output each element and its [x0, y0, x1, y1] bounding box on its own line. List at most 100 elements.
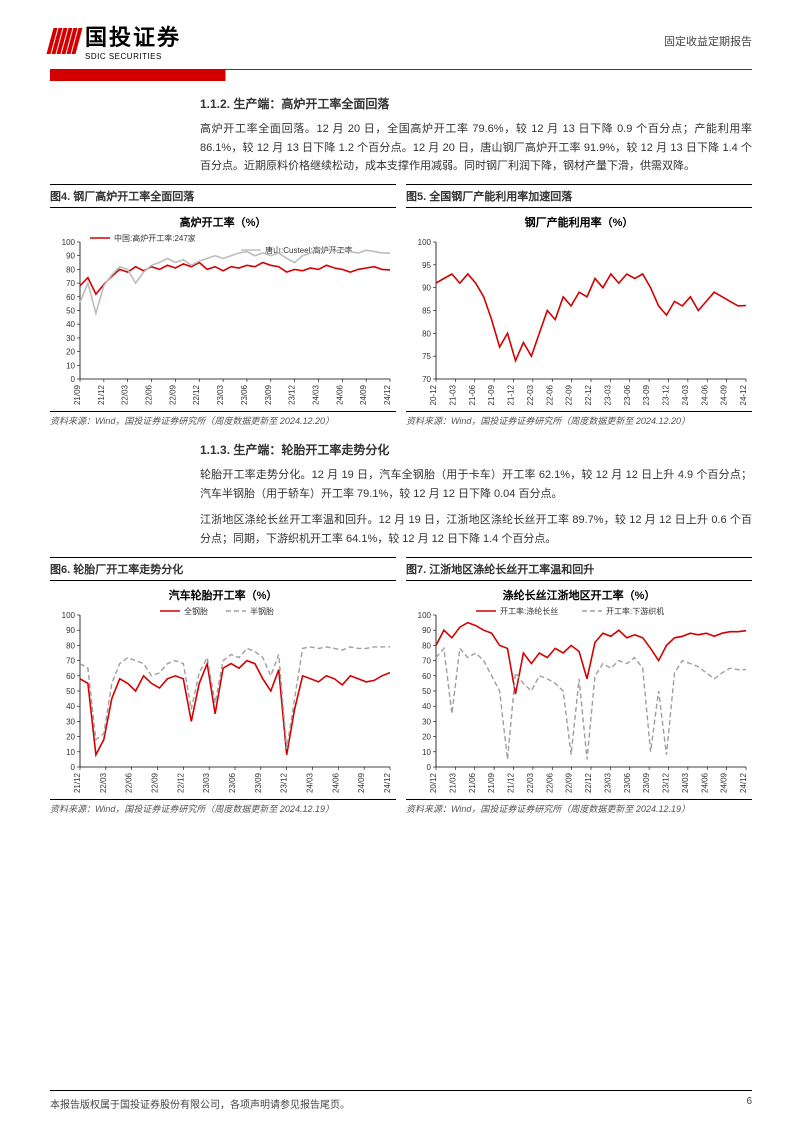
svg-text:21-09: 21-09	[487, 385, 496, 406]
svg-text:100: 100	[418, 238, 432, 247]
section-113-para2: 江浙地区涤纶长丝开工率温和回升。12 月 19 日，江浙地区涤纶长丝开工率 89…	[200, 511, 752, 548]
company-logo: 国投证券 SDIC SECURITIES	[50, 20, 181, 61]
logo-stripes-icon	[47, 28, 83, 54]
svg-text:24/06: 24/06	[331, 772, 340, 793]
svg-text:23/09: 23/09	[254, 772, 263, 793]
svg-text:全钢胎: 全钢胎	[184, 606, 208, 616]
svg-text:90: 90	[422, 284, 431, 293]
svg-text:80: 80	[422, 641, 431, 650]
svg-text:70: 70	[66, 279, 75, 288]
svg-text:22-12: 22-12	[584, 385, 593, 406]
fig4-block: 图4. 钢厂高炉开工率全面回落 高炉开工率（%）中国:高炉开工率:247家唐山:…	[50, 184, 396, 427]
svg-text:22/03: 22/03	[121, 385, 130, 406]
svg-text:24-03: 24-03	[681, 385, 690, 406]
fig6-source: 资料来源：Wind，国投证券证券研究所（周度数据更新至 2024.12.19）	[50, 800, 396, 815]
svg-text:22/12: 22/12	[584, 772, 593, 793]
svg-text:30: 30	[422, 717, 431, 726]
svg-text:钢厂产能利用率（%）: 钢厂产能利用率（%）	[525, 215, 634, 229]
svg-text:中国:高炉开工率:247家: 中国:高炉开工率:247家	[114, 233, 196, 243]
svg-text:高炉开工率（%）: 高炉开工率（%）	[180, 215, 267, 229]
svg-text:22/09: 22/09	[168, 385, 177, 406]
svg-text:100: 100	[62, 238, 76, 247]
fig4-source: 资料来源：Wind，国投证券证券研究所（周度数据更新至 2024.12.20）	[50, 412, 396, 427]
fig7-chart: 涤纶长丝江浙地区开工率（%）开工率:涤纶长丝开工率:下游织机0102030405…	[406, 585, 752, 795]
svg-text:22-03: 22-03	[526, 385, 535, 406]
fig5-source: 资料来源：Wind，国投证券证券研究所（周度数据更新至 2024.12.20）	[406, 412, 752, 427]
svg-text:24/06: 24/06	[700, 772, 709, 793]
page-number: 6	[746, 1096, 752, 1111]
svg-text:50: 50	[66, 687, 75, 696]
fig5-chart: 钢厂产能利用率（%）70758085909510020-1221-0321-06…	[406, 212, 752, 407]
svg-text:22/03: 22/03	[99, 772, 108, 793]
svg-text:24/03: 24/03	[306, 772, 315, 793]
svg-text:22-06: 22-06	[545, 385, 554, 406]
svg-text:22/12: 22/12	[176, 772, 185, 793]
svg-text:23/12: 23/12	[662, 772, 671, 793]
svg-text:22/09: 22/09	[151, 772, 160, 793]
svg-text:23/09: 23/09	[264, 385, 273, 406]
svg-text:100: 100	[62, 611, 76, 620]
footer-copyright: 本报告版权属于国投证券股份有限公司，各项声明请参见报告尾页。	[50, 1096, 350, 1111]
fig5-block: 图5. 全国钢厂产能利用率加速回落 钢厂产能利用率（%）707580859095…	[406, 184, 752, 427]
svg-text:24/03: 24/03	[311, 385, 320, 406]
svg-text:23/06: 23/06	[240, 385, 249, 406]
svg-text:22/06: 22/06	[125, 772, 134, 793]
svg-text:10: 10	[66, 748, 75, 757]
svg-text:21/09: 21/09	[73, 385, 82, 406]
svg-text:23/12: 23/12	[288, 385, 297, 406]
svg-text:24/09: 24/09	[359, 385, 368, 406]
chart-row-1: 图4. 钢厂高炉开工率全面回落 高炉开工率（%）中国:高炉开工率:247家唐山:…	[50, 184, 752, 427]
svg-text:23/06: 23/06	[623, 772, 632, 793]
fig7-block: 图7. 江浙地区涤纶长丝开工率温和回升 涤纶长丝江浙地区开工率（%）开工率:涤纶…	[406, 557, 752, 815]
svg-text:20/12: 20/12	[429, 772, 438, 793]
svg-text:30: 30	[66, 717, 75, 726]
svg-text:汽车轮胎开工率（%）: 汽车轮胎开工率（%）	[169, 588, 278, 602]
svg-text:23/06: 23/06	[228, 772, 237, 793]
svg-text:22-09: 22-09	[565, 385, 574, 406]
svg-text:70: 70	[66, 656, 75, 665]
svg-text:24/09: 24/09	[357, 772, 366, 793]
section-112-para: 高炉开工率全面回落。12 月 20 日，全国高炉开工率 79.6%，较 12 月…	[200, 120, 752, 176]
svg-text:23-03: 23-03	[603, 385, 612, 406]
header-divider	[50, 69, 752, 81]
svg-text:0: 0	[427, 763, 432, 772]
svg-text:60: 60	[66, 293, 75, 302]
svg-text:22/06: 22/06	[145, 385, 154, 406]
svg-text:80: 80	[66, 641, 75, 650]
svg-text:24/12: 24/12	[383, 385, 392, 406]
svg-text:24-06: 24-06	[700, 385, 709, 406]
svg-text:24/12: 24/12	[739, 772, 748, 793]
svg-text:21-12: 21-12	[507, 385, 516, 406]
page-header: 国投证券 SDIC SECURITIES 固定收益定期报告	[0, 0, 802, 69]
svg-text:30: 30	[66, 334, 75, 343]
svg-text:40: 40	[422, 702, 431, 711]
svg-text:22/09: 22/09	[565, 772, 574, 793]
svg-text:0: 0	[71, 375, 76, 384]
svg-text:20-12: 20-12	[429, 385, 438, 406]
svg-text:10: 10	[422, 748, 431, 757]
svg-text:21-06: 21-06	[468, 385, 477, 406]
svg-text:100: 100	[418, 611, 432, 620]
company-name-en: SDIC SECURITIES	[85, 52, 181, 61]
svg-text:23/12: 23/12	[280, 772, 289, 793]
svg-text:23/03: 23/03	[603, 772, 612, 793]
svg-text:40: 40	[66, 702, 75, 711]
svg-text:半钢胎: 半钢胎	[250, 606, 274, 616]
svg-text:24-12: 24-12	[739, 385, 748, 406]
svg-text:85: 85	[422, 307, 431, 316]
company-name-cn: 国投证券	[85, 20, 181, 52]
doc-type-label: 固定收益定期报告	[664, 33, 752, 49]
svg-text:21/12: 21/12	[73, 772, 82, 793]
section-112-heading: 1.1.2. 生产端：高炉开工率全面回落	[200, 95, 752, 112]
svg-text:开工率:涤纶长丝: 开工率:涤纶长丝	[500, 606, 558, 616]
svg-text:开工率:下游织机: 开工率:下游织机	[606, 606, 664, 616]
svg-text:24/12: 24/12	[383, 772, 392, 793]
fig6-block: 图6. 轮胎厂开工率走势分化 汽车轮胎开工率（%）全钢胎半钢胎010203040…	[50, 557, 396, 815]
svg-text:23-09: 23-09	[642, 385, 651, 406]
svg-text:70: 70	[422, 656, 431, 665]
svg-text:22/06: 22/06	[545, 772, 554, 793]
svg-text:21/03: 21/03	[448, 772, 457, 793]
svg-text:60: 60	[422, 672, 431, 681]
svg-text:95: 95	[422, 261, 431, 270]
svg-text:23-06: 23-06	[623, 385, 632, 406]
